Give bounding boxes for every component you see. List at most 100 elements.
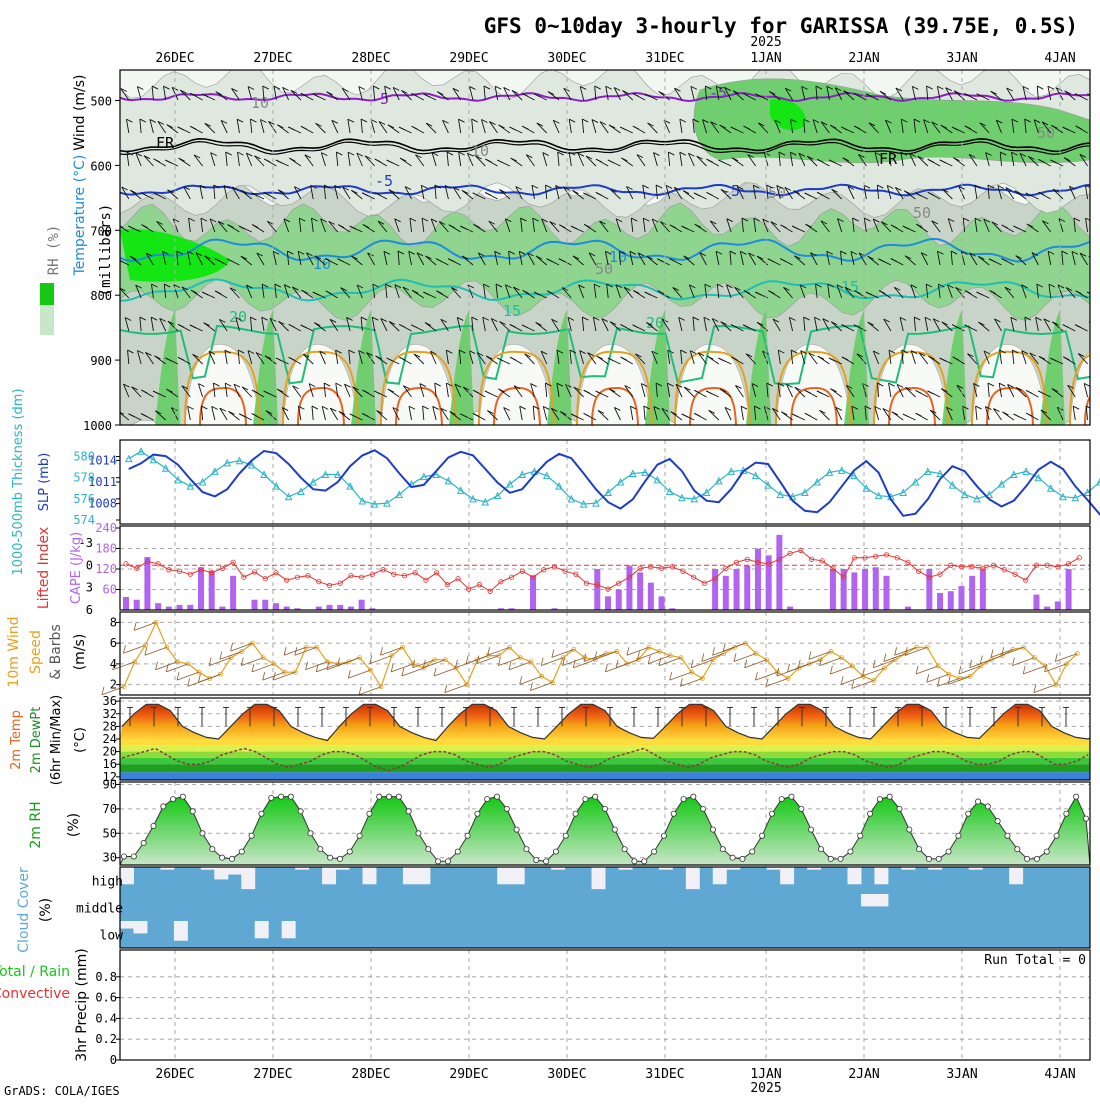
cape-bar <box>830 569 836 610</box>
rh2m-point <box>848 849 853 854</box>
year-label-bottom: 2025 <box>750 1081 781 1096</box>
rh2m-point <box>799 806 804 811</box>
rh2m-point <box>553 849 558 854</box>
temp2m-ylabel-b: 2m DewPt <box>29 707 44 774</box>
rh2m-point <box>524 847 529 852</box>
rh2m-point <box>966 811 971 816</box>
wind10m-barb-flag <box>841 676 843 684</box>
panel-frame-precip <box>120 950 1090 1060</box>
wind10m-barb-flag <box>830 666 832 674</box>
rh2m-point <box>416 831 421 836</box>
wind10m-line <box>124 622 1077 686</box>
temp2m-band <box>120 745 1090 751</box>
wind10m-barb <box>638 651 660 659</box>
contour-label: 50 <box>595 260 613 278</box>
cloud-ylabel-units: (%) <box>38 898 54 922</box>
rh2m-point <box>357 833 362 838</box>
wind10m-tick-label: 4 <box>110 657 117 671</box>
rh2m-point <box>936 856 941 861</box>
day-label-bottom: 30DEC <box>547 1067 586 1082</box>
rh2m-point <box>730 855 735 860</box>
rh2m-point <box>278 794 283 799</box>
rh2m-point <box>917 847 922 852</box>
rh-color-key-light <box>40 305 54 335</box>
rh2m-point <box>632 859 637 864</box>
wind10m-barb-flag <box>284 647 286 655</box>
wind10m-barb-flag <box>220 651 222 659</box>
wind10m-barb-flag <box>980 656 982 664</box>
wind10m-barb-flag <box>498 658 500 666</box>
day-label-top: 26DEC <box>155 51 194 66</box>
cape-bar <box>873 567 879 610</box>
cape-bar <box>123 597 129 610</box>
thickness-tick-label: 578 <box>73 471 95 485</box>
cape-bar <box>776 535 782 610</box>
rh2m-tick-label: 70 <box>103 802 117 816</box>
wind-barb-flag <box>1094 219 1100 222</box>
wind10m-tick-label: 6 <box>110 636 117 650</box>
cape-bar <box>273 603 279 610</box>
rh2m-point <box>151 823 156 828</box>
wind10m-barb-flag <box>188 678 190 686</box>
cape-bar <box>252 600 258 610</box>
rh2m-point <box>220 855 225 860</box>
wind10m-barb-flag <box>702 654 704 662</box>
rh2m-point <box>720 847 725 852</box>
wind10m-barb-flag <box>1034 685 1036 693</box>
rh2m-point <box>210 847 215 852</box>
cape-bar <box>659 596 665 610</box>
wind10m-barb <box>177 672 199 680</box>
wind10m-barb-flag <box>530 683 532 691</box>
cloud-cell <box>713 867 727 884</box>
wind10m-barb <box>241 658 263 666</box>
cape-ylabel: CAPE (J/kg) <box>69 532 84 604</box>
day-label-bottom: 26DEC <box>155 1067 194 1082</box>
wind10m-barb <box>820 658 842 666</box>
day-label-bottom: 31DEC <box>645 1067 684 1082</box>
rh2m-tick-label: 90 <box>103 777 117 791</box>
cloud-cell <box>416 867 430 884</box>
day-label-top: 27DEC <box>253 51 292 66</box>
rh2m-point <box>838 856 843 861</box>
contour-label: -5 <box>375 172 393 190</box>
rh2m-point <box>789 794 794 799</box>
wind10m-barb <box>530 683 552 691</box>
wind10m-barb-flag <box>359 687 361 695</box>
li-point <box>124 562 128 566</box>
wind10m-barb <box>391 664 413 672</box>
wind-barb-staff <box>1096 152 1100 166</box>
wind10m-barb <box>488 647 510 655</box>
rh2m-point <box>1074 794 1079 799</box>
wind10m-barb <box>498 658 520 666</box>
wind10m-barb-flag <box>605 664 607 672</box>
wind10m-barb-flag <box>648 656 650 664</box>
rh2m-point <box>681 796 686 801</box>
rh2m-point <box>298 809 303 814</box>
wind10m-barb-flag <box>520 676 522 684</box>
rh2m-point <box>494 794 499 799</box>
upper-ylabel-pressure: (millibars) <box>98 204 114 297</box>
wind10m-barb <box>198 674 220 682</box>
wind10m-barb-flag <box>1023 666 1025 674</box>
day-label-top: 30DEC <box>547 51 586 66</box>
rh2m-point <box>504 806 509 811</box>
rh2m-point <box>308 831 313 836</box>
wind10m-barb <box>509 662 531 670</box>
cloud-cell <box>848 867 862 884</box>
cape-bar <box>327 605 333 610</box>
li-line <box>126 550 1079 591</box>
cape-bar <box>530 576 536 610</box>
cape-bar <box>1055 601 1061 610</box>
wind10m-barb <box>273 672 295 680</box>
upper-ylabel-wind: RH (%) <box>46 225 62 276</box>
day-label-top: 4JAN <box>1044 51 1075 66</box>
slp-line <box>129 450 1100 516</box>
wind10m-barb <box>231 643 253 651</box>
thickness-line <box>129 451 1100 504</box>
wind10m-barb-flag <box>241 658 243 666</box>
thickness-tick-label: 576 <box>73 492 95 506</box>
rh2m-point <box>759 833 764 838</box>
wind10m-barb-flag <box>466 656 468 664</box>
